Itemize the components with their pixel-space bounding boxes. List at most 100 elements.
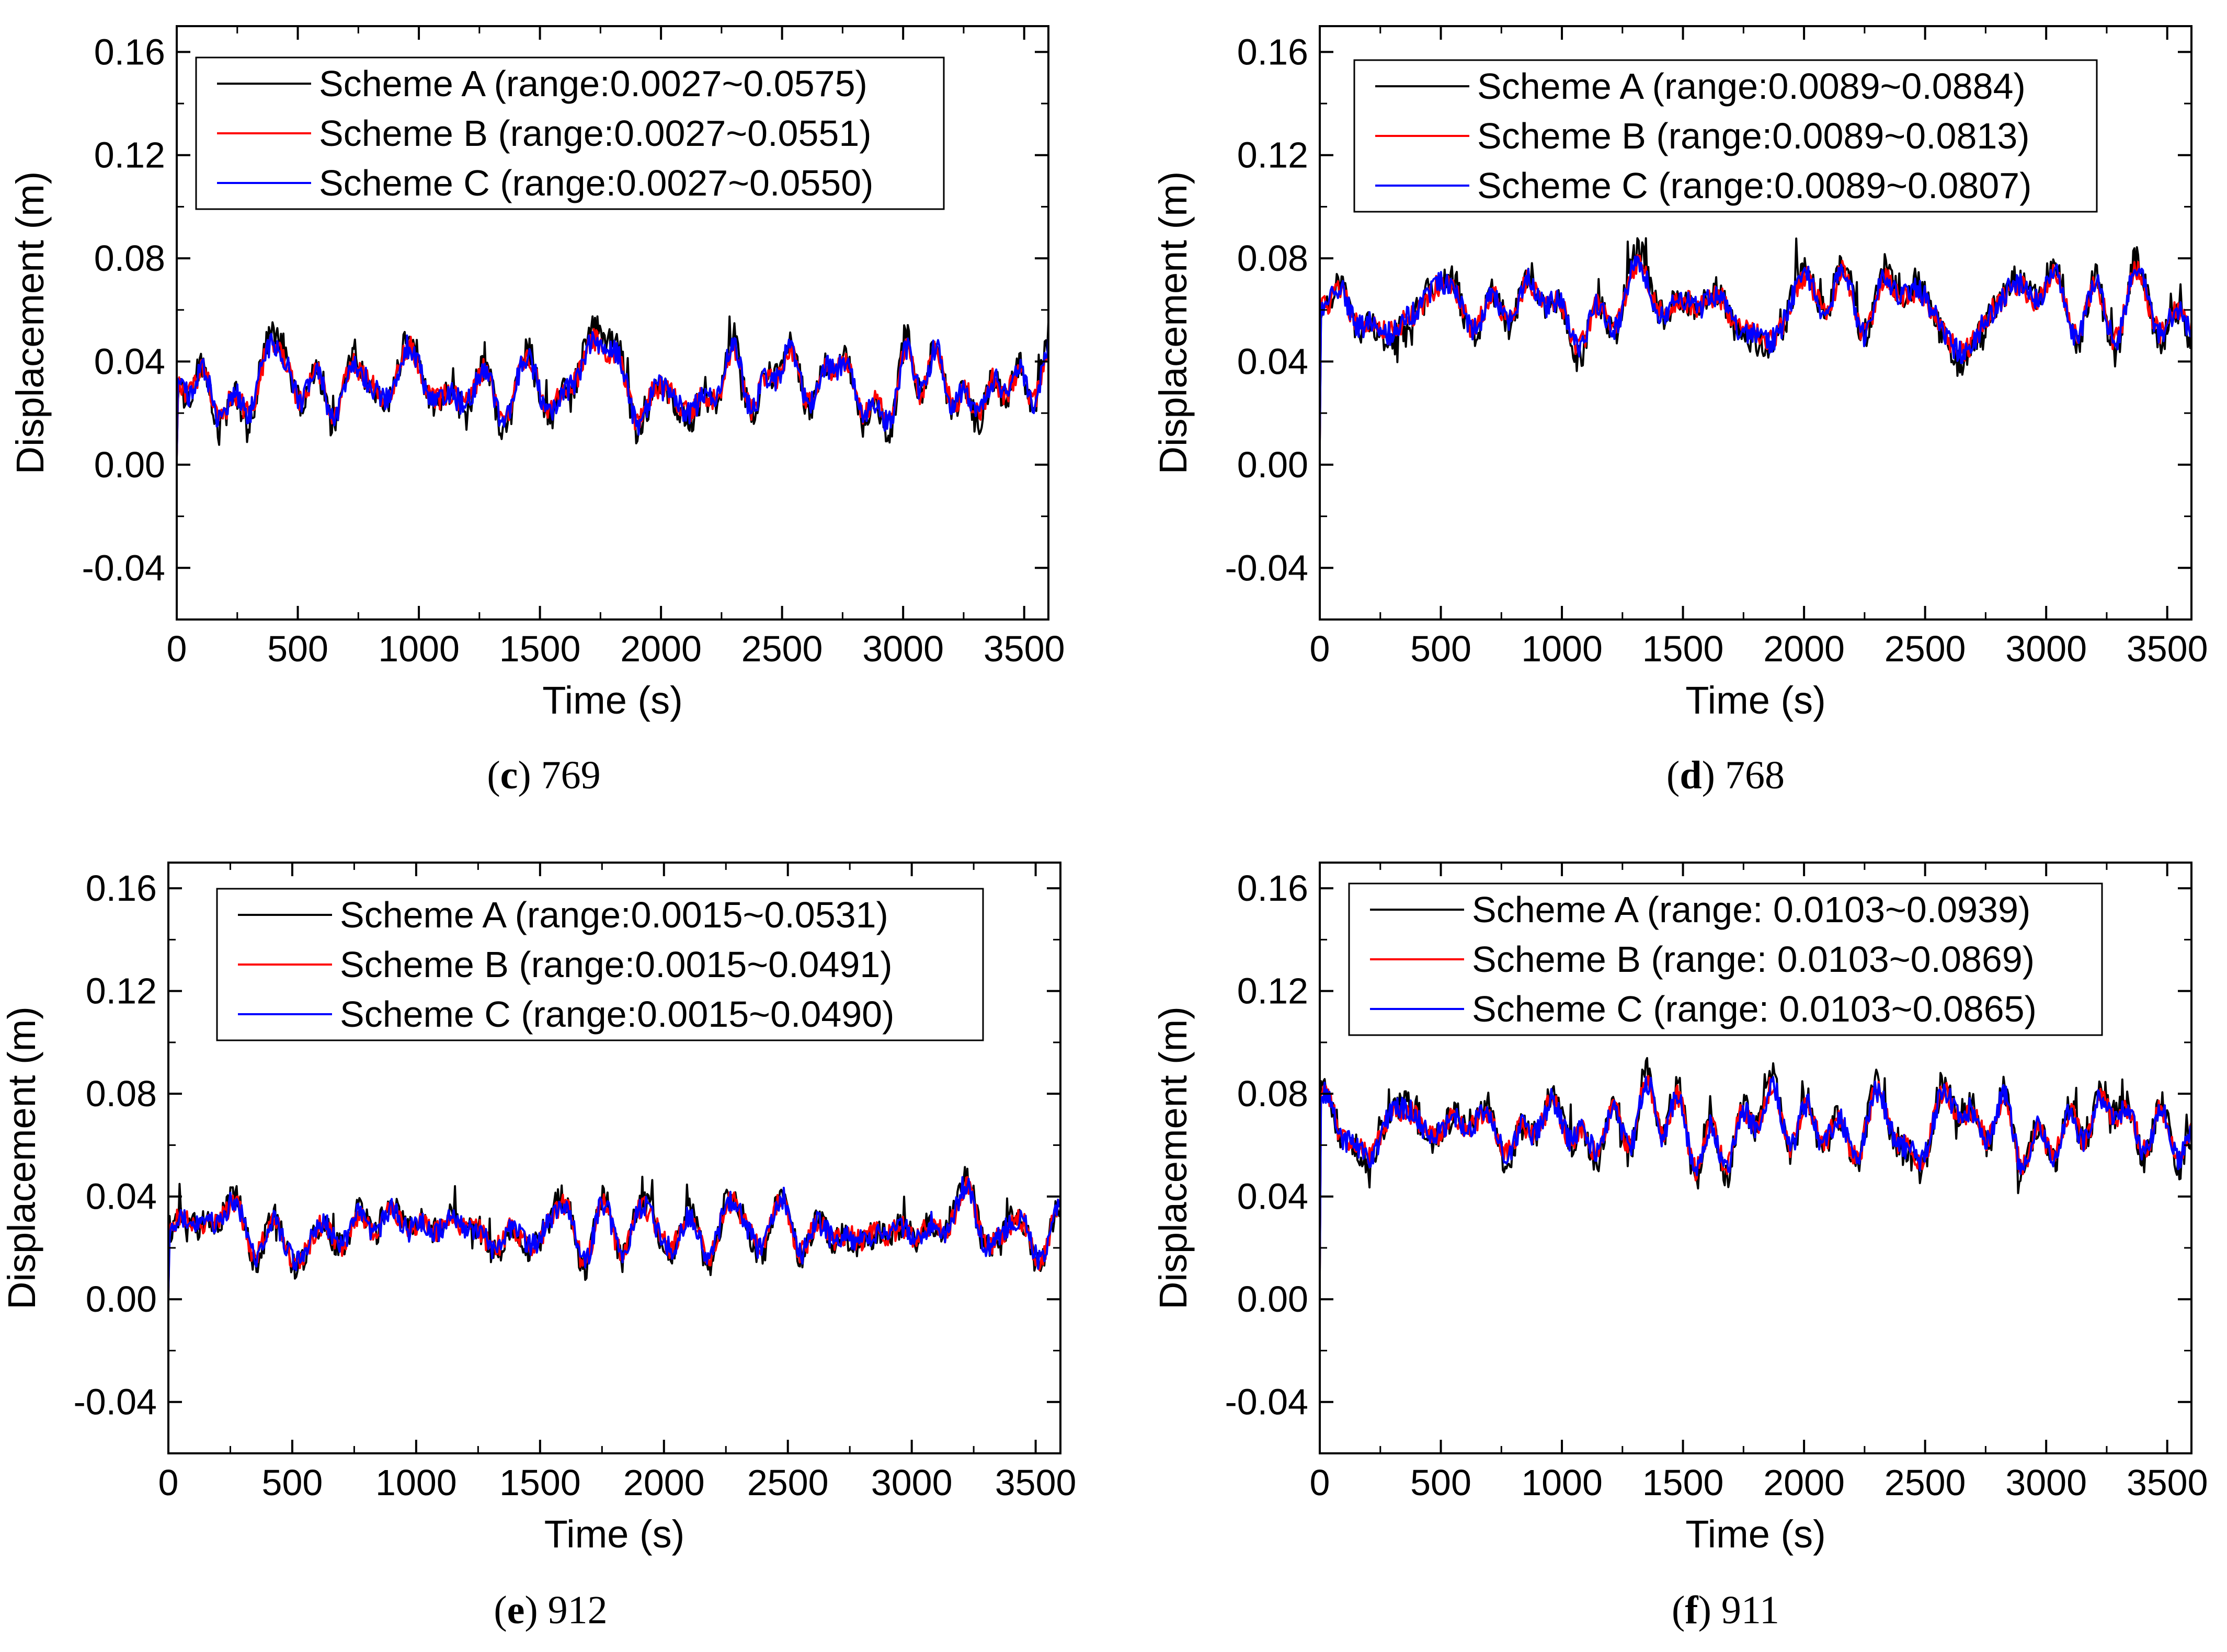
legend-label: Scheme C (range: 0.0103~0.0865): [1472, 989, 2037, 1029]
y-tick-label: 0.12: [1237, 135, 1308, 176]
caption-open-paren: (: [1672, 1588, 1685, 1632]
chart-panel-c: 0 500 1000 1500 2000 2500 3000 3500 -0.04 0.00 0.0…: [8, 25, 1065, 797]
series-line-a: [1320, 1057, 2191, 1273]
caption-letter: e: [507, 1588, 525, 1632]
y-tick-label: 0.08: [1237, 1073, 1308, 1114]
y-tick-label: 0.12: [1237, 971, 1308, 1012]
y-tick-label: 0.04: [1237, 1176, 1308, 1217]
y-tick-label: 0.12: [86, 971, 157, 1012]
caption-close-paren: ): [1698, 1588, 1711, 1632]
legend: Scheme A (range:0.0089~0.0884) Scheme B (…: [1353, 59, 2098, 213]
plot-frame: [1319, 25, 2192, 621]
y-tick-label: 0.00: [94, 444, 165, 485]
figure-caption: (e) 912: [494, 1588, 607, 1632]
legend-label: Scheme B (range:0.0015~0.0491): [340, 944, 893, 985]
x-tick-label: 3000: [871, 1462, 953, 1503]
legend: Scheme A (range: 0.0103~0.0939) Scheme B …: [1348, 882, 2103, 1036]
x-tick-label: 3000: [862, 628, 944, 669]
x-tick-label: 1500: [1642, 1462, 1724, 1503]
x-tick-label: 2000: [1763, 628, 1845, 669]
legend-label: Scheme A (range: 0.0103~0.0939): [1472, 889, 2030, 930]
series-lines: [1320, 1057, 2191, 1273]
legend-label: Scheme B (range: 0.0103~0.0869): [1472, 939, 2035, 980]
caption-open-paren: (: [1666, 753, 1680, 797]
y-tick-label: 0.04: [1237, 341, 1308, 382]
series-line-b: [1320, 1075, 2191, 1273]
caption-open-paren: (: [487, 753, 500, 797]
legend-label: Scheme C (range:0.0027~0.0550): [319, 163, 873, 203]
x-tick-label: 3000: [2005, 1462, 2087, 1503]
x-tick-label: 1000: [375, 1462, 457, 1503]
series-line-c: [1320, 255, 2191, 442]
x-tick-label: 500: [1410, 1462, 1471, 1503]
y-axis-label: Displacement (m): [1151, 1006, 1195, 1310]
series-line-c: [1320, 1076, 2191, 1273]
x-tick-label: 1500: [1642, 628, 1724, 669]
caption-text: 768: [1715, 753, 1785, 797]
y-tick-label: 0.08: [86, 1073, 157, 1114]
x-tick-label: 1000: [1521, 628, 1603, 669]
x-tick-label: 0: [167, 628, 187, 669]
series-lines: [168, 1166, 1060, 1295]
y-tick-label: -0.04: [73, 1382, 157, 1422]
legend: Scheme A (range:0.0015~0.0531) Scheme B (…: [216, 888, 984, 1041]
chart-panel-f: 0 500 1000 1500 2000 2500 3000 3500 -0.04 0.00 0.0…: [1151, 862, 2208, 1632]
caption-letter: f: [1685, 1588, 1699, 1632]
y-tick-label: 0.00: [86, 1279, 157, 1320]
figure-caption: (d) 768: [1666, 753, 1785, 797]
y-tick-label: 0.16: [1237, 31, 1308, 72]
figure-caption: (f) 911: [1672, 1588, 1779, 1632]
legend-label: Scheme C (range:0.0089~0.0807): [1477, 165, 2031, 206]
caption-text: 912: [538, 1588, 608, 1632]
chart-panel-e: 0 500 1000 1500 2000 2500 3000 3500 -0.04 0.00 0.0…: [0, 862, 1077, 1632]
y-tick-label: -0.04: [1225, 1382, 1308, 1422]
x-tick-label: 500: [1410, 628, 1471, 669]
y-axis-label: Displacement (m): [8, 171, 52, 475]
y-tick-label: 0.00: [1237, 444, 1308, 485]
y-tick-label: 0.04: [94, 341, 165, 382]
y-tick-label: 0.00: [1237, 1279, 1308, 1320]
x-tick-label: 3500: [995, 1462, 1077, 1503]
series-line-c: [177, 331, 1048, 458]
y-tick-label: 0.12: [94, 135, 165, 176]
x-tick-label: 0: [1310, 1462, 1330, 1503]
legend-box: [1348, 882, 2103, 1036]
y-tick-label: 0.08: [94, 238, 165, 279]
x-tick-label: 2000: [620, 628, 702, 669]
y-tick-label: 0.16: [1237, 868, 1308, 909]
legend-box: [216, 888, 984, 1041]
legend-label: Scheme A (range:0.0015~0.0531): [340, 894, 888, 935]
x-tick-label: 0: [1310, 628, 1330, 669]
legend-label: Scheme B (range:0.0089~0.0813): [1477, 116, 2030, 156]
y-axis-label: Displacement (m): [0, 1006, 43, 1310]
x-tick-label: 1000: [378, 628, 460, 669]
x-tick-label: 1000: [1521, 1462, 1603, 1503]
x-tick-label: 3000: [2005, 628, 2087, 669]
x-tick-label: 2500: [1885, 628, 1966, 669]
x-tick-label: 3500: [2127, 1462, 2208, 1503]
legend-box: [195, 56, 945, 210]
legend-label: Scheme B (range:0.0027~0.0551): [319, 113, 872, 154]
x-axis-label: Time (s): [1685, 679, 1826, 722]
x-tick-label: 0: [158, 1462, 179, 1503]
y-axis-label: Displacement (m): [1151, 171, 1195, 475]
x-tick-label: 1500: [499, 1462, 581, 1503]
series-lines: [177, 315, 1048, 458]
y-tick-label: 0.04: [86, 1176, 157, 1217]
y-tick-label: 0.16: [94, 31, 165, 72]
legend-label: Scheme A (range:0.0027~0.0575): [319, 63, 867, 104]
chart-panel-d: 0 500 1000 1500 2000 2500 3000 3500 -0.04 0.00 0.0…: [1151, 25, 2208, 797]
y-tick-label: 0.08: [1237, 238, 1308, 279]
caption-close-paren: ): [518, 753, 531, 797]
caption-close-paren: ): [1702, 753, 1715, 797]
x-axis-label: Time (s): [544, 1512, 685, 1556]
x-tick-label: 3500: [984, 628, 1065, 669]
caption-letter: c: [500, 753, 518, 797]
legend-label: Scheme A (range:0.0089~0.0884): [1477, 66, 2026, 107]
series-lines: [1320, 237, 2191, 442]
x-tick-label: 500: [262, 1462, 323, 1503]
y-tick-label: -0.04: [1225, 547, 1308, 588]
plot-frame: [167, 862, 1061, 1454]
figure-caption: (c) 769: [487, 753, 600, 797]
x-tick-label: 1500: [499, 628, 581, 669]
